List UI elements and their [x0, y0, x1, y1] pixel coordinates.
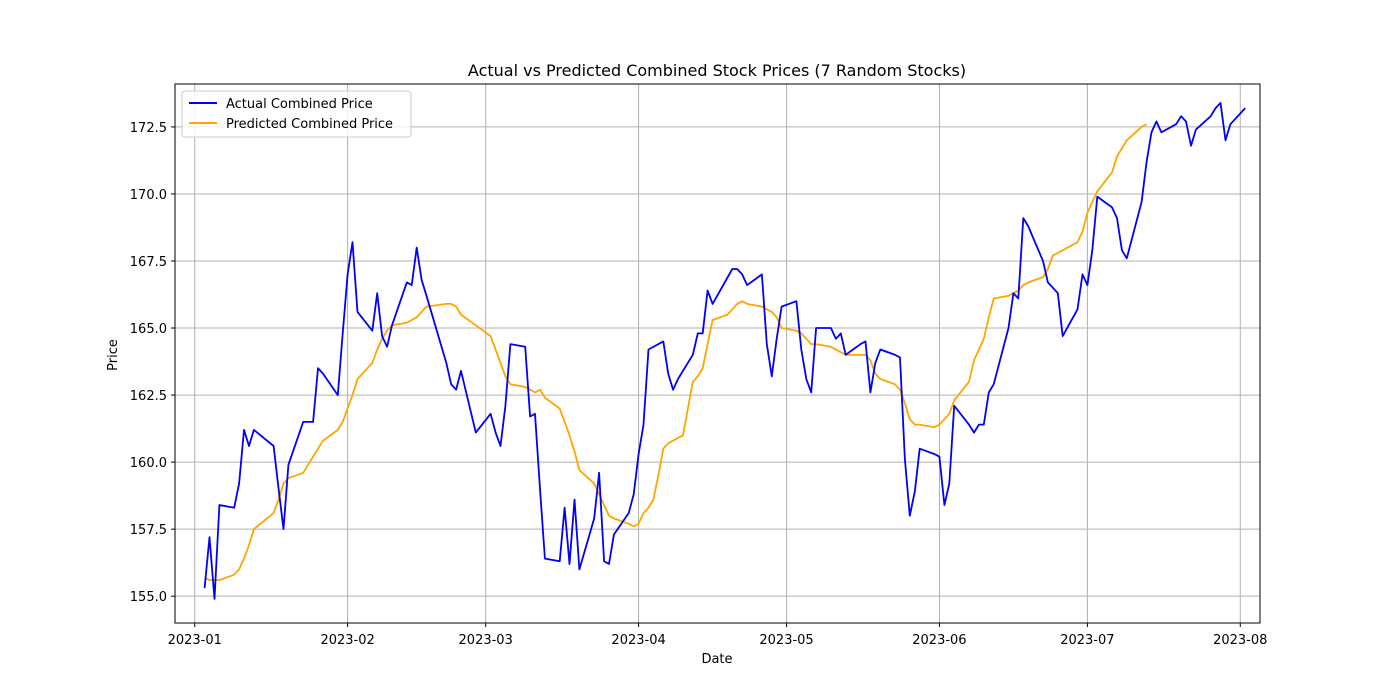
- y-tick-label: 157.5: [130, 523, 167, 538]
- y-axis-label: Price: [106, 339, 121, 371]
- y-axis-ticks: 155.0 157.5 160.0 162.5 165.0 167.5 170.0 172.5: [130, 121, 175, 605]
- x-tick-label: 2023-01: [168, 633, 222, 648]
- x-tick-label: 2023-05: [759, 633, 813, 648]
- x-tick-label: 2023-03: [459, 633, 513, 648]
- legend-label-actual: Actual Combined Price: [226, 97, 373, 112]
- y-tick-label: 167.5: [130, 255, 167, 270]
- legend: Actual Combined Price Predicted Combined…: [181, 90, 412, 138]
- legend-label-predicted: Predicted Combined Price: [226, 117, 393, 132]
- x-tick-label: 2023-06: [912, 633, 966, 648]
- y-tick-label: 162.5: [130, 389, 167, 404]
- predicted-price-line: [204, 123, 1148, 581]
- x-tick-label: 2023-07: [1060, 633, 1114, 648]
- y-tick-label: 155.0: [130, 590, 167, 605]
- chart-title: Actual vs Predicted Combined Stock Price…: [468, 61, 966, 80]
- y-tick-label: 172.5: [130, 121, 167, 136]
- y-tick-label: 160.0: [130, 456, 167, 471]
- actual-price-line: [203, 101, 1246, 600]
- x-tick-label: 2023-08: [1213, 633, 1267, 648]
- legend-box: [181, 90, 412, 138]
- x-tick-label: 2023-02: [320, 633, 374, 648]
- plot-frame: [174, 83, 1261, 624]
- y-tick-label: 170.0: [130, 188, 167, 203]
- x-axis-label: Date: [701, 652, 732, 667]
- series-layer: [203, 101, 1246, 600]
- x-tick-label: 2023-04: [611, 633, 665, 648]
- grid-lines: [175, 84, 1260, 623]
- x-axis-ticks: 2023-01 2023-02 2023-03 2023-04 2023-05 2023-…: [168, 623, 1267, 648]
- y-tick-label: 165.0: [130, 322, 167, 337]
